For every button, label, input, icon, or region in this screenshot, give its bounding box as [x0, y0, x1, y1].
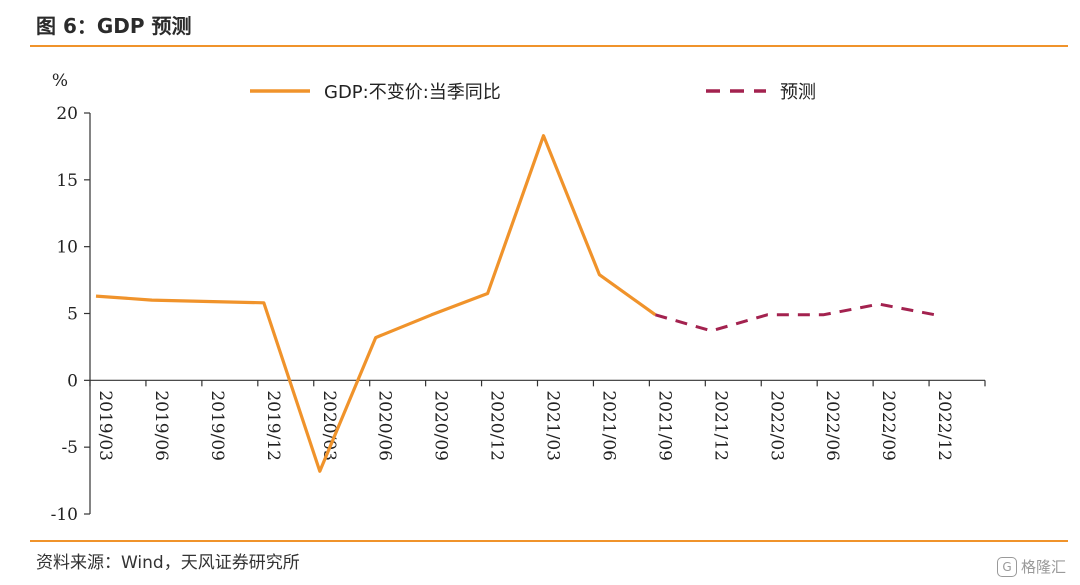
source-note: 资料来源：Wind，天风证券研究所: [36, 553, 300, 573]
x-tick-label: 2022/12: [934, 390, 954, 461]
x-tick-label: 2020/03: [319, 390, 339, 461]
y-tick-label: 15: [56, 171, 78, 191]
x-tick-label: 2022/09: [878, 390, 898, 461]
x-tick-label: 2021/09: [654, 390, 674, 461]
figure-title: 图 6：GDP 预测: [36, 14, 192, 38]
y-tick-label: 10: [56, 238, 78, 258]
y-axis-unit-label: %: [52, 71, 68, 91]
footer-divider: [30, 540, 1068, 542]
legend-label: GDP:不变价:当季同比: [324, 82, 501, 103]
watermark: G 格隆汇: [996, 556, 1066, 577]
chart-series: [95, 134, 936, 473]
y-tick-label: 0: [67, 371, 78, 391]
watermark-icon: G: [996, 556, 1017, 577]
watermark-text: 格隆汇: [1020, 558, 1066, 576]
y-tick-label: 20: [56, 104, 78, 124]
x-tick-label: 2021/12: [710, 390, 730, 461]
x-tick-label: 2020/06: [375, 390, 395, 461]
x-tick-label: 2019/12: [263, 390, 283, 461]
x-tick-label: 2019/09: [207, 390, 227, 461]
x-tick-label: 2020/12: [487, 390, 507, 461]
legend-label: 预测: [780, 82, 816, 103]
x-tick-label: 2022/03: [766, 390, 786, 461]
title-divider: [30, 45, 1068, 47]
x-tick-label: 2021/03: [543, 390, 563, 461]
forecast-series-line: [654, 302, 936, 333]
x-tick-label: 2019/06: [151, 390, 171, 461]
chart-legend: GDP:不变价:当季同比 预测: [250, 82, 816, 103]
x-tick-label: 2022/06: [822, 390, 842, 461]
y-tick-label: -10: [51, 505, 78, 525]
x-tick-label: 2019/03: [95, 390, 115, 461]
gdp-forecast-chart: % -10 -5 0 5 10 15 20 2019/03 2019/06 2019/09 2019/…: [51, 71, 986, 525]
y-tick-label: -5: [61, 438, 78, 458]
chart-axes: % -10 -5 0 5 10 15 20 2019/03 2019/06 2019/09 2019/…: [51, 71, 986, 525]
x-tick-label: 2021/06: [598, 390, 618, 461]
x-tick-label: 2020/09: [431, 390, 451, 461]
y-tick-label: 5: [67, 305, 78, 325]
